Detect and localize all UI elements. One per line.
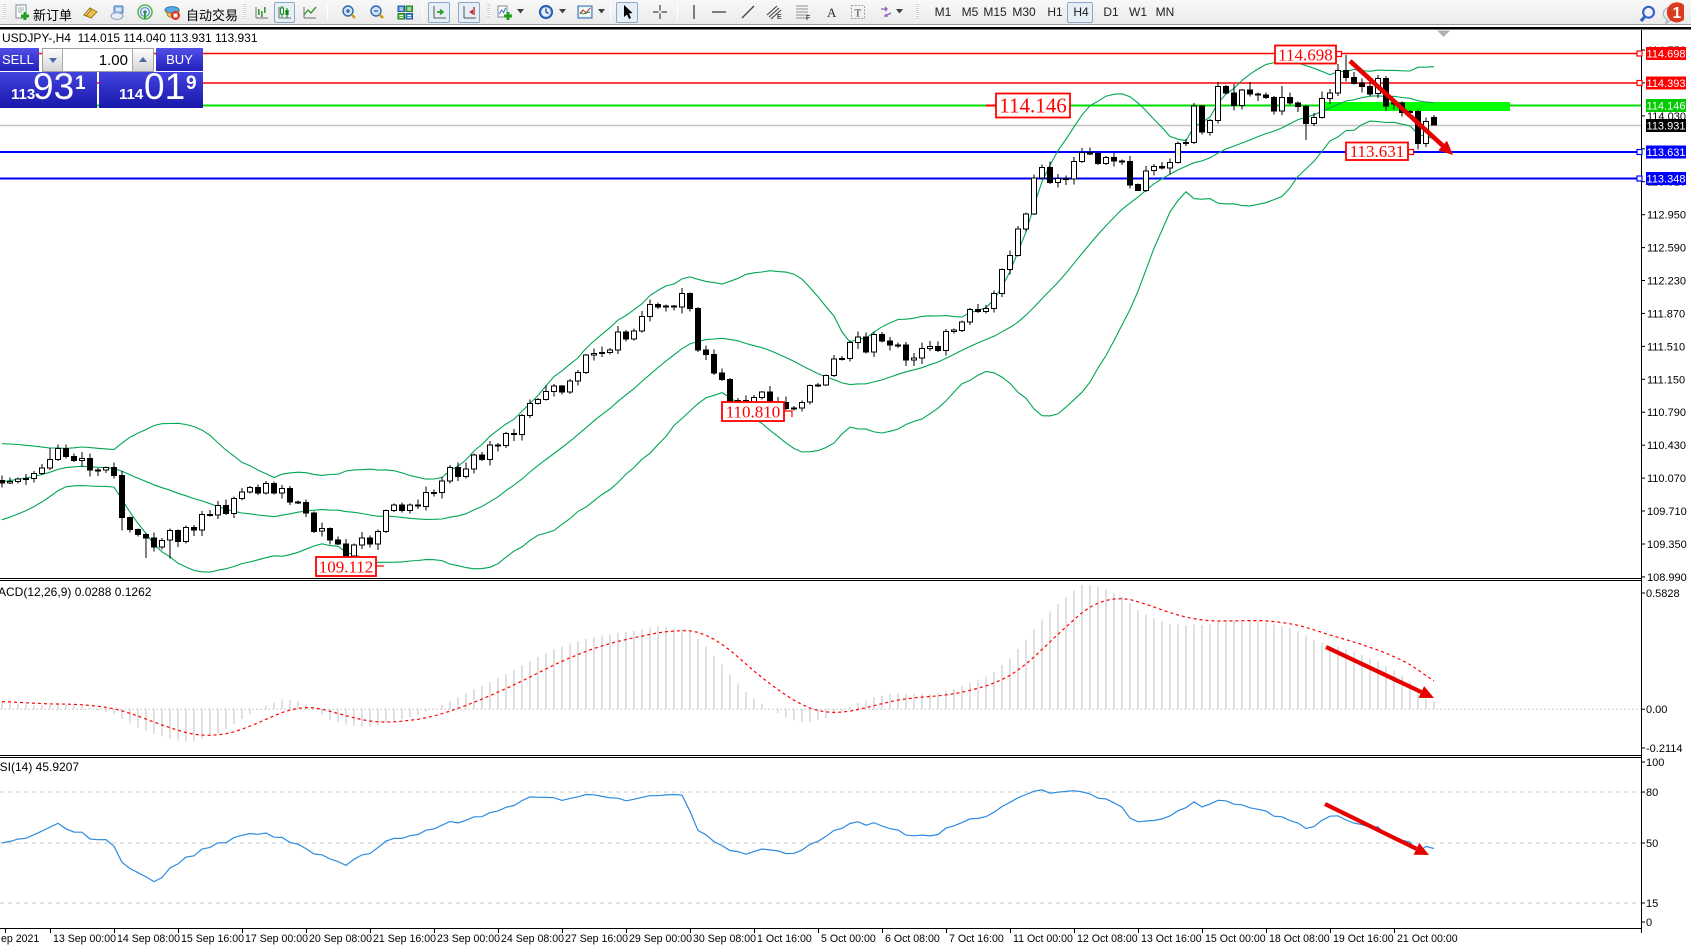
svg-text:21 Oct 00:00: 21 Oct 00:00 [1397,933,1458,945]
svg-text:110.070: 110.070 [1647,473,1686,485]
svg-text:21 Sep 16:00: 21 Sep 16:00 [373,933,436,945]
svg-text:114.146: 114.146 [1647,101,1686,113]
svg-text:12 Oct 08:00: 12 Oct 08:00 [1077,933,1138,945]
svg-text:108.990: 108.990 [1647,572,1687,584]
svg-text:112.590: 112.590 [1647,243,1686,255]
svg-text:F: F [806,15,810,21]
svg-text:24 Sep 08:00: 24 Sep 08:00 [501,933,564,945]
svg-text:50: 50 [1646,838,1658,850]
svg-text:112.950: 112.950 [1647,210,1686,222]
svg-text:15 Sep 16:00: 15 Sep 16:00 [181,933,244,945]
svg-text:113.631: 113.631 [1647,147,1686,159]
svg-text:27 Sep 16:00: 27 Sep 16:00 [565,933,628,945]
svg-text:113.931: 113.931 [1647,121,1686,133]
svg-text:111.870: 111.870 [1647,308,1685,320]
svg-text:109.710: 109.710 [1647,506,1687,518]
svg-text:15 Oct 00:00: 15 Oct 00:00 [1205,933,1266,945]
svg-text:1: 1 [1673,5,1682,22]
svg-text:113.348: 113.348 [1647,174,1686,186]
svg-text:80: 80 [1646,787,1658,799]
svg-text:E: E [777,14,782,21]
svg-text:111.510: 111.510 [1647,341,1685,353]
svg-text:13 Oct 16:00: 13 Oct 16:00 [1141,933,1202,945]
svg-text:T: T [855,8,862,20]
svg-text:11 Oct 00:00: 11 Oct 00:00 [1013,933,1073,945]
svg-text:110.810: 110.810 [726,402,781,421]
svg-text:114.698: 114.698 [1278,45,1333,64]
svg-text:29 Sep 00:00: 29 Sep 00:00 [629,933,692,945]
svg-text:114.393: 114.393 [1647,78,1686,90]
svg-text:RSI(14) 45.9207: RSI(14) 45.9207 [0,760,79,774]
svg-text:15: 15 [1646,898,1658,910]
svg-text:30 Sep 08:00: 30 Sep 08:00 [693,933,756,945]
svg-text:7 Oct 16:00: 7 Oct 16:00 [949,933,1004,945]
svg-text:13 Sep 00:00: 13 Sep 00:00 [53,933,116,945]
svg-text:USDJPY-,H4 114.015 114.040 11: USDJPY-,H4 114.015 114.040 113.931 113.9… [2,31,258,45]
svg-text:18 Oct 08:00: 18 Oct 08:00 [1269,933,1330,945]
svg-text:111.150: 111.150 [1647,374,1685,386]
svg-text:110.430: 110.430 [1647,440,1686,452]
svg-text:113.631: 113.631 [1350,142,1405,161]
svg-text:109.112: 109.112 [319,557,374,576]
svg-text:MACD(12,26,9) 0.0288 0.1262: MACD(12,26,9) 0.0288 0.1262 [0,585,152,599]
svg-text:6 Oct 08:00: 6 Oct 08:00 [885,933,940,945]
svg-text:ep 2021: ep 2021 [1,933,39,945]
svg-text:23 Sep 00:00: 23 Sep 00:00 [437,933,500,945]
svg-text:5 Oct 00:00: 5 Oct 00:00 [821,933,876,945]
svg-text:19 Oct 16:00: 19 Oct 16:00 [1333,933,1394,945]
svg-text:112.230: 112.230 [1647,276,1686,288]
svg-text:114.698: 114.698 [1647,49,1686,61]
svg-text:0.5828: 0.5828 [1646,588,1680,600]
svg-text:100: 100 [1646,757,1664,769]
svg-text:1 Oct 16:00: 1 Oct 16:00 [757,933,812,945]
svg-text:-0.2114: -0.2114 [1646,743,1683,755]
svg-text:20 Sep 08:00: 20 Sep 08:00 [309,933,372,945]
svg-text:0: 0 [1646,917,1652,929]
svg-text:0.00: 0.00 [1646,704,1667,716]
svg-text:A: A [827,5,837,20]
svg-text:17 Sep 00:00: 17 Sep 00:00 [245,933,308,945]
svg-text:110.790: 110.790 [1647,407,1686,419]
svg-text:114.146: 114.146 [999,94,1066,118]
svg-text:109.350: 109.350 [1647,539,1687,551]
svg-text:14 Sep 08:00: 14 Sep 08:00 [117,933,180,945]
